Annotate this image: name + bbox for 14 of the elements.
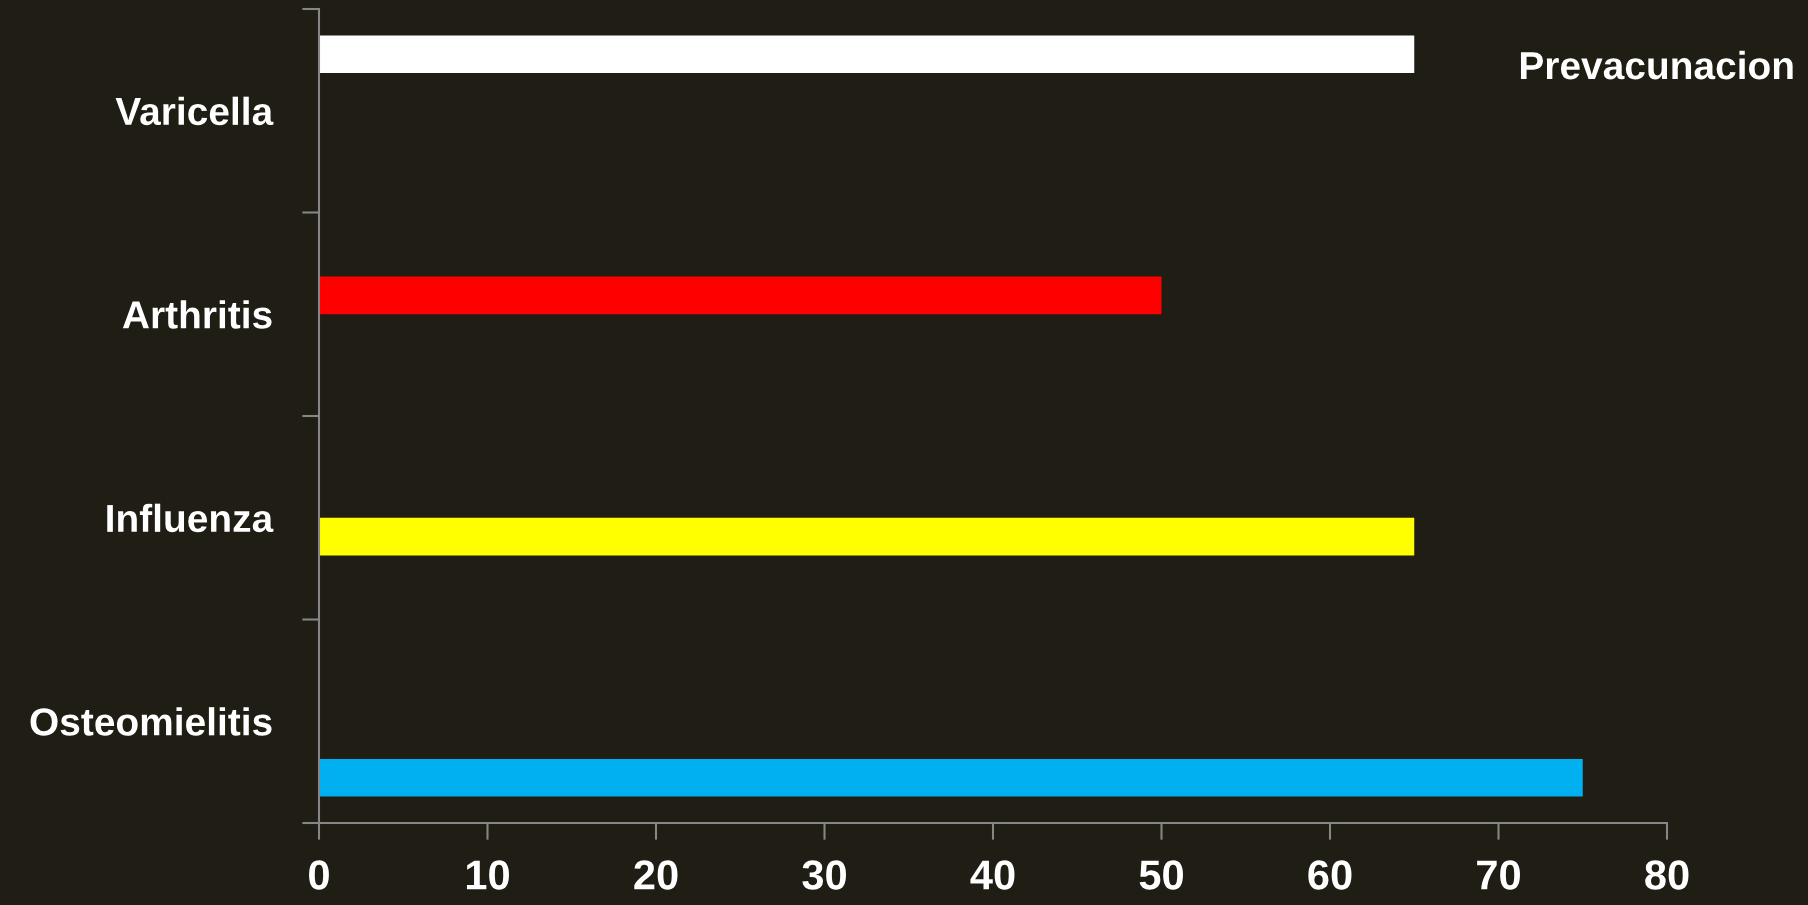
y-tick-label: Arthritis (122, 300, 272, 329)
x-tick-label: 80 (1645, 860, 1689, 890)
y-tick-label: Varicella (115, 96, 274, 126)
x-tick-label: 20 (634, 860, 678, 890)
x-tick-label: 70 (1477, 860, 1520, 890)
x-tick-label: 0 (309, 860, 329, 890)
x-tick-label: 50 (1139, 860, 1183, 890)
y-tick-label: Influenza (107, 503, 274, 533)
y-tick-label: Osteomielitis (30, 707, 272, 736)
x-tick-label: 60 (1308, 860, 1352, 890)
x-tick-label: 10 (466, 860, 509, 890)
x-tick-label: 40 (970, 860, 1015, 890)
annotation: Prevacunacion (1520, 50, 1793, 80)
x-tick-label: 30 (802, 860, 846, 890)
